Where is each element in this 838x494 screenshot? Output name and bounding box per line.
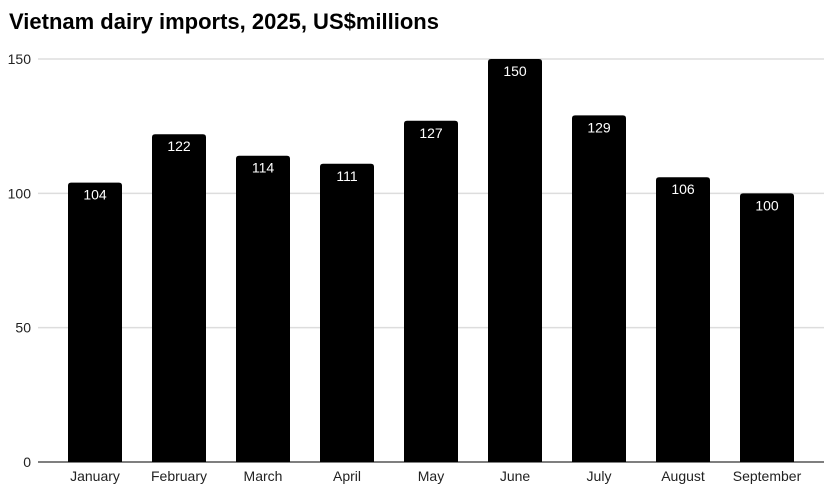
bar [488, 59, 542, 462]
bar [152, 134, 206, 462]
x-tick-label: May [418, 468, 444, 484]
bar [404, 120, 458, 462]
y-tick-label: 100 [8, 185, 32, 201]
data-label: 100 [755, 197, 779, 213]
data-label: 122 [167, 138, 191, 154]
data-label: 106 [671, 181, 695, 197]
bar [236, 155, 290, 462]
data-label: 111 [336, 168, 357, 184]
x-tick-label: April [333, 468, 361, 484]
data-label: 127 [419, 125, 443, 141]
chart-title: Vietnam dairy imports, 2025, US$millions [9, 9, 439, 34]
data-label: 129 [587, 119, 611, 135]
x-tick-label: March [244, 468, 283, 484]
y-tick-label: 150 [8, 51, 32, 67]
data-label: 114 [252, 160, 275, 176]
x-tick-label: September [733, 468, 802, 484]
y-tick-label: 50 [15, 320, 31, 336]
x-tick-label: January [70, 468, 120, 484]
x-tick-label: August [661, 468, 705, 484]
bar [68, 182, 122, 462]
x-tick-label: February [151, 468, 207, 484]
x-tick-label: June [500, 468, 531, 484]
bar [740, 193, 794, 463]
data-label: 104 [83, 187, 107, 203]
x-tick-label: July [587, 468, 612, 484]
bar [572, 115, 626, 463]
bar [320, 163, 374, 462]
bar [656, 177, 710, 463]
y-tick-label: 0 [23, 454, 31, 470]
data-label: 150 [503, 63, 527, 79]
